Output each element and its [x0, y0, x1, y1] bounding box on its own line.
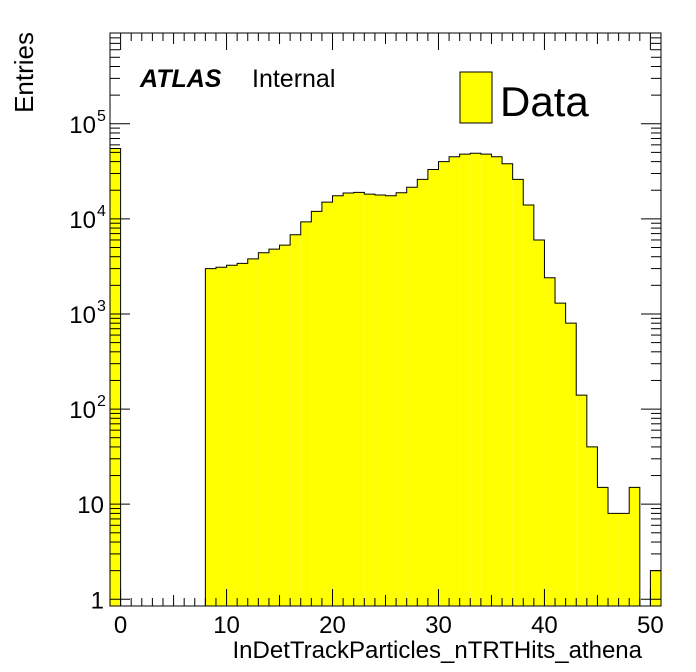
histogram-bar	[290, 234, 301, 606]
histogram-bar	[396, 192, 407, 607]
x-tick-label: 10	[213, 612, 240, 639]
y-axis-label: Entries	[9, 32, 39, 113]
atlas-label: ATLAS	[139, 65, 222, 93]
y-tick-label: 10	[69, 302, 96, 329]
histogram-bar	[332, 195, 344, 606]
histogram-bar	[406, 187, 418, 606]
histogram-bar	[258, 252, 269, 606]
x-tick-label: 50	[637, 612, 664, 639]
histogram-bar	[438, 161, 450, 606]
atlas-status-label: Internal	[252, 65, 335, 93]
histogram-bar	[650, 570, 661, 606]
x-axis-label: InDetTrackParticles_nTRTHits_athena	[233, 637, 643, 664]
y-tick-label-exponent: 5	[97, 108, 106, 125]
legend-entry-data: Data	[500, 78, 589, 125]
y-tick-label: 10	[69, 207, 96, 234]
histogram-bar	[618, 513, 630, 606]
histogram-bar	[629, 487, 640, 606]
histogram-bar	[279, 245, 291, 607]
y-tick-label-exponent: 2	[97, 393, 106, 410]
histogram-bar	[215, 267, 227, 606]
y-tick-label-exponent: 4	[97, 203, 106, 220]
y-tick-label: 10	[69, 397, 96, 424]
histogram-bar	[608, 513, 619, 606]
x-tick-label: 30	[425, 612, 452, 639]
y-tick-label-exponent: 3	[97, 298, 106, 315]
legend-swatch	[459, 71, 493, 124]
histogram-bar	[311, 211, 322, 606]
x-axis-tick-labels: 0 10 20 30 40 50	[114, 612, 664, 639]
histogram-bar	[459, 154, 471, 606]
x-tick-label: 20	[319, 612, 346, 639]
histogram-bar	[237, 263, 248, 606]
histogram-bar	[385, 195, 397, 606]
histogram-bar	[110, 148, 121, 607]
histogram-bar	[353, 192, 365, 606]
histogram-bar	[491, 156, 503, 606]
histogram-bar	[268, 249, 280, 606]
histogram-bar	[533, 239, 545, 607]
histogram-bar	[565, 323, 577, 606]
y-axis-ticks	[110, 32, 661, 600]
x-axis-ticks	[109, 33, 662, 606]
histogram-bar	[449, 156, 460, 606]
histogram-bar	[364, 194, 375, 607]
histogram-bar	[480, 154, 492, 606]
histogram-bar	[586, 446, 598, 606]
histogram-bar	[523, 204, 534, 606]
histogram-bar	[247, 258, 259, 606]
histogram-bar	[544, 277, 556, 606]
histogram-bar	[300, 221, 312, 606]
histogram-bar	[205, 268, 216, 606]
x-tick-label: 0	[114, 612, 127, 639]
histogram-bar	[597, 487, 609, 606]
histogram-bar	[555, 303, 566, 606]
histogram-bar	[512, 179, 524, 606]
histogram-bars	[110, 148, 661, 607]
histogram-bar	[502, 163, 513, 606]
x-tick-label: 40	[531, 612, 558, 639]
histogram-bar	[576, 395, 587, 606]
histogram-bar	[470, 153, 481, 606]
histogram-bar	[321, 202, 333, 606]
histogram-bar	[374, 195, 386, 607]
y-tick-label: 10	[69, 112, 96, 139]
y-tick-label: 10	[77, 492, 104, 519]
histogram-bar	[417, 179, 428, 606]
histogram-bar	[226, 265, 238, 606]
histogram-bar	[343, 193, 354, 606]
y-tick-label: 1	[91, 587, 104, 614]
histogram-bar	[427, 169, 439, 606]
histogram-outline	[110, 147, 661, 607]
